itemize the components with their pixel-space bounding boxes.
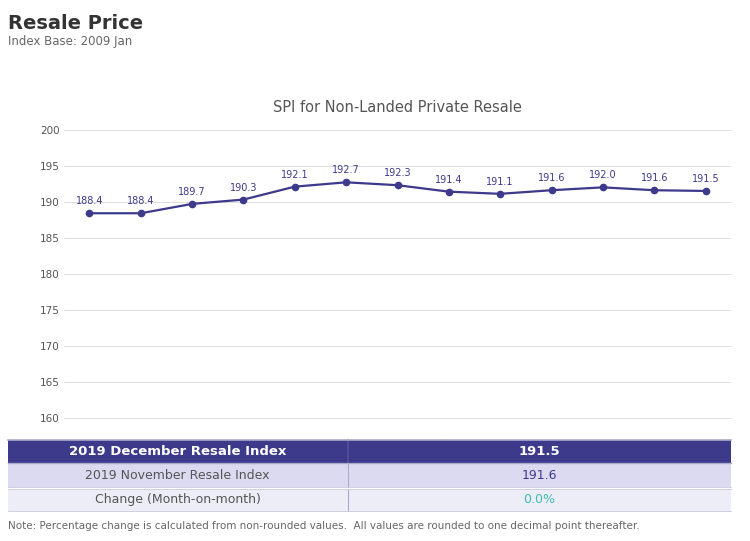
Text: 192.0: 192.0: [589, 170, 616, 180]
Text: 191.6: 191.6: [538, 173, 566, 183]
Text: Change (Month-on-month): Change (Month-on-month): [94, 493, 260, 506]
Text: 188.4: 188.4: [76, 196, 104, 206]
Text: 2019 December Resale Index: 2019 December Resale Index: [69, 445, 286, 458]
Text: 191.6: 191.6: [522, 469, 557, 482]
Text: 191.6: 191.6: [640, 173, 668, 183]
Text: 191.5: 191.5: [519, 445, 560, 458]
Text: 191.1: 191.1: [487, 177, 514, 187]
Text: 191.4: 191.4: [435, 175, 463, 184]
Text: Index Base: 2009 Jan: Index Base: 2009 Jan: [8, 35, 132, 48]
Text: 189.7: 189.7: [178, 187, 206, 197]
Text: 191.5: 191.5: [692, 174, 719, 184]
Text: 188.4: 188.4: [127, 196, 154, 206]
Text: 190.3: 190.3: [230, 183, 257, 193]
Text: 192.3: 192.3: [384, 168, 411, 178]
Text: 0.0%: 0.0%: [524, 493, 556, 506]
Text: 192.1: 192.1: [281, 170, 308, 180]
Text: 2019 November Resale Index: 2019 November Resale Index: [86, 469, 270, 482]
Text: Note: Percentage change is calculated from non-rounded values.  All values are r: Note: Percentage change is calculated fr…: [8, 522, 639, 531]
Text: 192.7: 192.7: [332, 166, 360, 175]
Text: Resale Price: Resale Price: [8, 14, 142, 32]
Title: SPI for Non-Landed Private Resale: SPI for Non-Landed Private Resale: [273, 100, 522, 115]
